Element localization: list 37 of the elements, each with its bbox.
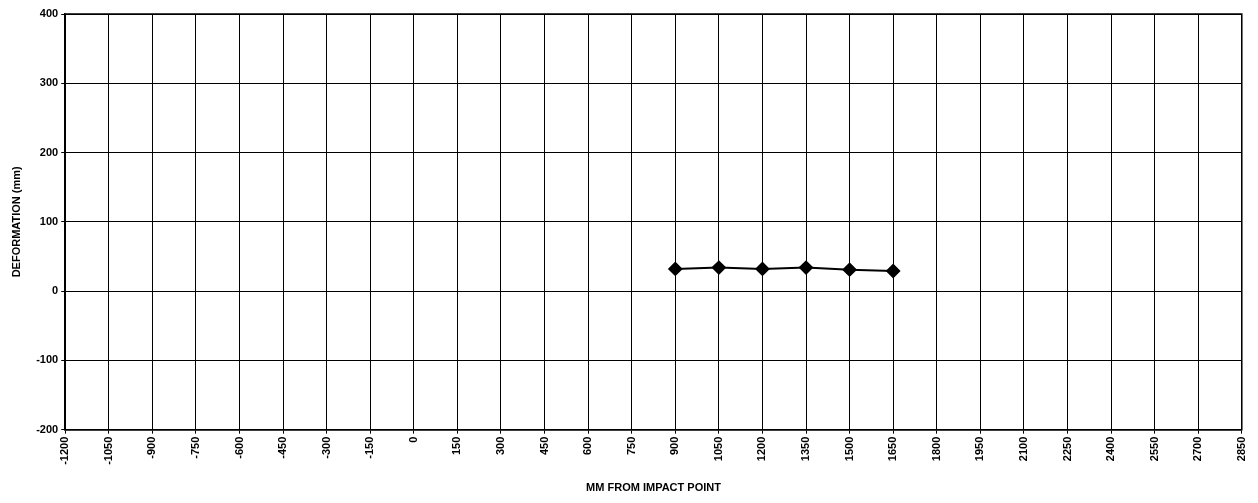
x-tick-label: 2700 bbox=[1191, 436, 1204, 462]
x-tick-label: 0 bbox=[406, 436, 419, 443]
x-tick-label: 150 bbox=[450, 436, 463, 456]
x-tick-label: -300 bbox=[319, 436, 332, 459]
x-tick-label: -1200 bbox=[58, 436, 71, 465]
x-tick-label: -150 bbox=[363, 436, 376, 459]
x-tick-label: 1200 bbox=[755, 436, 768, 462]
x-tick-label: 2550 bbox=[1147, 436, 1160, 462]
x-tick-label: 450 bbox=[537, 436, 550, 456]
y-tick-label: 400 bbox=[39, 7, 59, 20]
y-tick-label: 100 bbox=[39, 214, 59, 227]
x-tick-label: -1050 bbox=[101, 436, 114, 465]
x-tick-label: 300 bbox=[494, 436, 507, 456]
y-tick-label: -200 bbox=[36, 422, 59, 435]
y-tick-label: 0 bbox=[52, 284, 59, 297]
x-tick-label: 1650 bbox=[886, 436, 899, 462]
x-tick-label: 600 bbox=[581, 436, 594, 456]
x-tick-label: 2250 bbox=[1060, 436, 1073, 462]
y-tick-label: 200 bbox=[39, 145, 59, 158]
x-tick-label: 1050 bbox=[711, 436, 724, 462]
y-tick-label: 300 bbox=[39, 76, 59, 89]
x-tick-label: 1950 bbox=[973, 436, 986, 462]
x-tick-label: -750 bbox=[188, 436, 201, 459]
y-axis-title: DEFORMATION (mm) bbox=[9, 165, 22, 278]
x-tick-label: 2100 bbox=[1016, 436, 1029, 462]
y-tick-label: -100 bbox=[36, 353, 59, 366]
x-tick-label: 900 bbox=[668, 436, 681, 456]
x-tick-label: 2400 bbox=[1104, 436, 1117, 462]
x-tick-label: 1500 bbox=[842, 436, 855, 462]
x-tick-label: 2850 bbox=[1234, 436, 1247, 462]
x-tick-label: 750 bbox=[624, 436, 637, 456]
x-tick-label: -600 bbox=[232, 436, 245, 459]
x-tick-label: -900 bbox=[145, 436, 158, 459]
x-axis-title: MM FROM IMPACT POINT bbox=[586, 481, 722, 494]
x-tick-label: -450 bbox=[276, 436, 289, 459]
x-tick-label: 1800 bbox=[929, 436, 942, 462]
x-tick-label: 1350 bbox=[799, 436, 812, 462]
